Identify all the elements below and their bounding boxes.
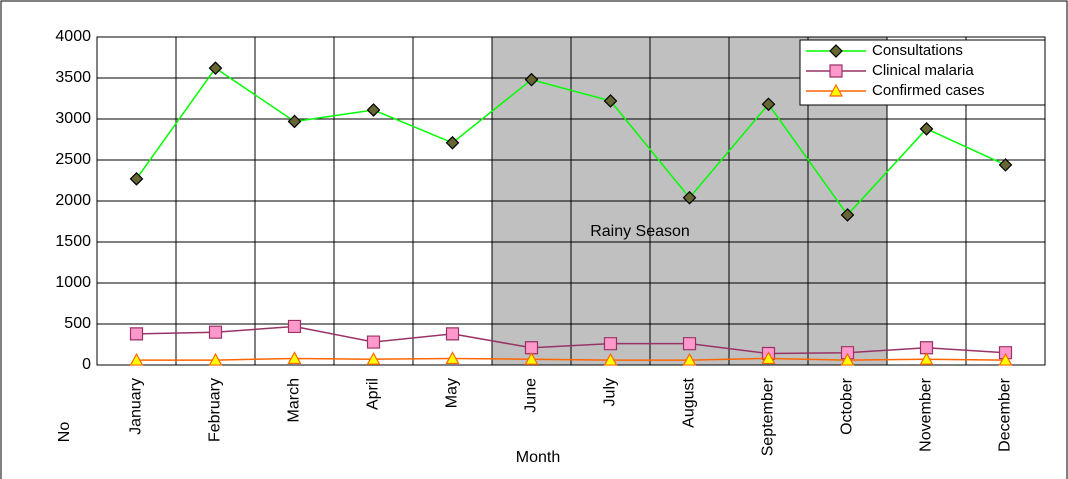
data-point (287, 351, 302, 365)
data-point (524, 341, 539, 355)
y-tick-label: 2000 (55, 192, 91, 209)
x-axis-label: Month (516, 449, 560, 466)
data-point (603, 337, 618, 351)
legend-label: Confirmed cases (872, 82, 985, 99)
y-tick-label: 3500 (55, 69, 91, 86)
series-line (135, 67, 1006, 217)
x-tick-label: November (918, 377, 935, 451)
data-point (761, 97, 776, 112)
x-tick-label: October (839, 377, 856, 435)
y-tick-label: 500 (64, 315, 91, 332)
data-point (682, 352, 697, 366)
data-point (998, 352, 1013, 366)
y-tick-label: 1500 (55, 233, 91, 250)
data-point (919, 352, 934, 365)
data-point (366, 103, 381, 117)
data-point (998, 346, 1013, 360)
data-point (919, 341, 934, 355)
data-point (129, 327, 144, 341)
data-point (445, 327, 460, 341)
data-point (682, 190, 697, 205)
y-tick-label: 3000 (55, 110, 91, 127)
annotation: Rainy Season (590, 223, 690, 240)
x-tick-label: July (602, 378, 619, 406)
data-point (682, 337, 697, 351)
data-point (919, 121, 934, 136)
data-point (287, 319, 302, 334)
x-tick-label: August (681, 377, 698, 427)
data-point (208, 325, 223, 339)
data-point (524, 72, 539, 87)
data-point (129, 172, 144, 186)
x-tick-label: June (523, 378, 540, 413)
data-point (445, 135, 460, 150)
data-point (998, 158, 1013, 172)
data-point (603, 94, 618, 108)
x-tick-label: December (997, 377, 1014, 451)
y-tick-label: 1000 (55, 274, 91, 291)
y-tick-label: 0 (82, 356, 91, 373)
y-tick-label: 4000 (55, 28, 91, 45)
data-point (208, 61, 223, 76)
legend-marker (829, 44, 843, 58)
plot-border (96, 36, 1046, 366)
data-point (840, 208, 855, 222)
x-tick-label: March (286, 378, 303, 422)
data-point (761, 351, 776, 365)
data-point (840, 352, 855, 366)
data-point (445, 351, 460, 365)
data-point (366, 352, 381, 365)
data-point (524, 352, 539, 365)
data-point (287, 114, 302, 129)
data-point (840, 346, 855, 360)
series-line (136, 325, 1006, 355)
data-point (366, 335, 381, 349)
y-tick-label: 2500 (55, 151, 91, 168)
legend-marker (828, 83, 844, 97)
data-point (603, 352, 618, 366)
x-tick-label: September (760, 377, 777, 456)
x-tick-label: January (128, 378, 145, 435)
data-point (129, 352, 144, 366)
data-point (208, 352, 223, 366)
legend-label: Consultations (872, 42, 963, 59)
series-line (136, 357, 1006, 361)
legend-label: Clinical malaria (872, 62, 974, 79)
x-tick-label: May (444, 378, 461, 408)
x-tick-label: April (365, 378, 382, 410)
x-tick-label: February (207, 378, 224, 442)
legend-marker (829, 64, 843, 78)
y-axis-label: No (56, 422, 73, 443)
